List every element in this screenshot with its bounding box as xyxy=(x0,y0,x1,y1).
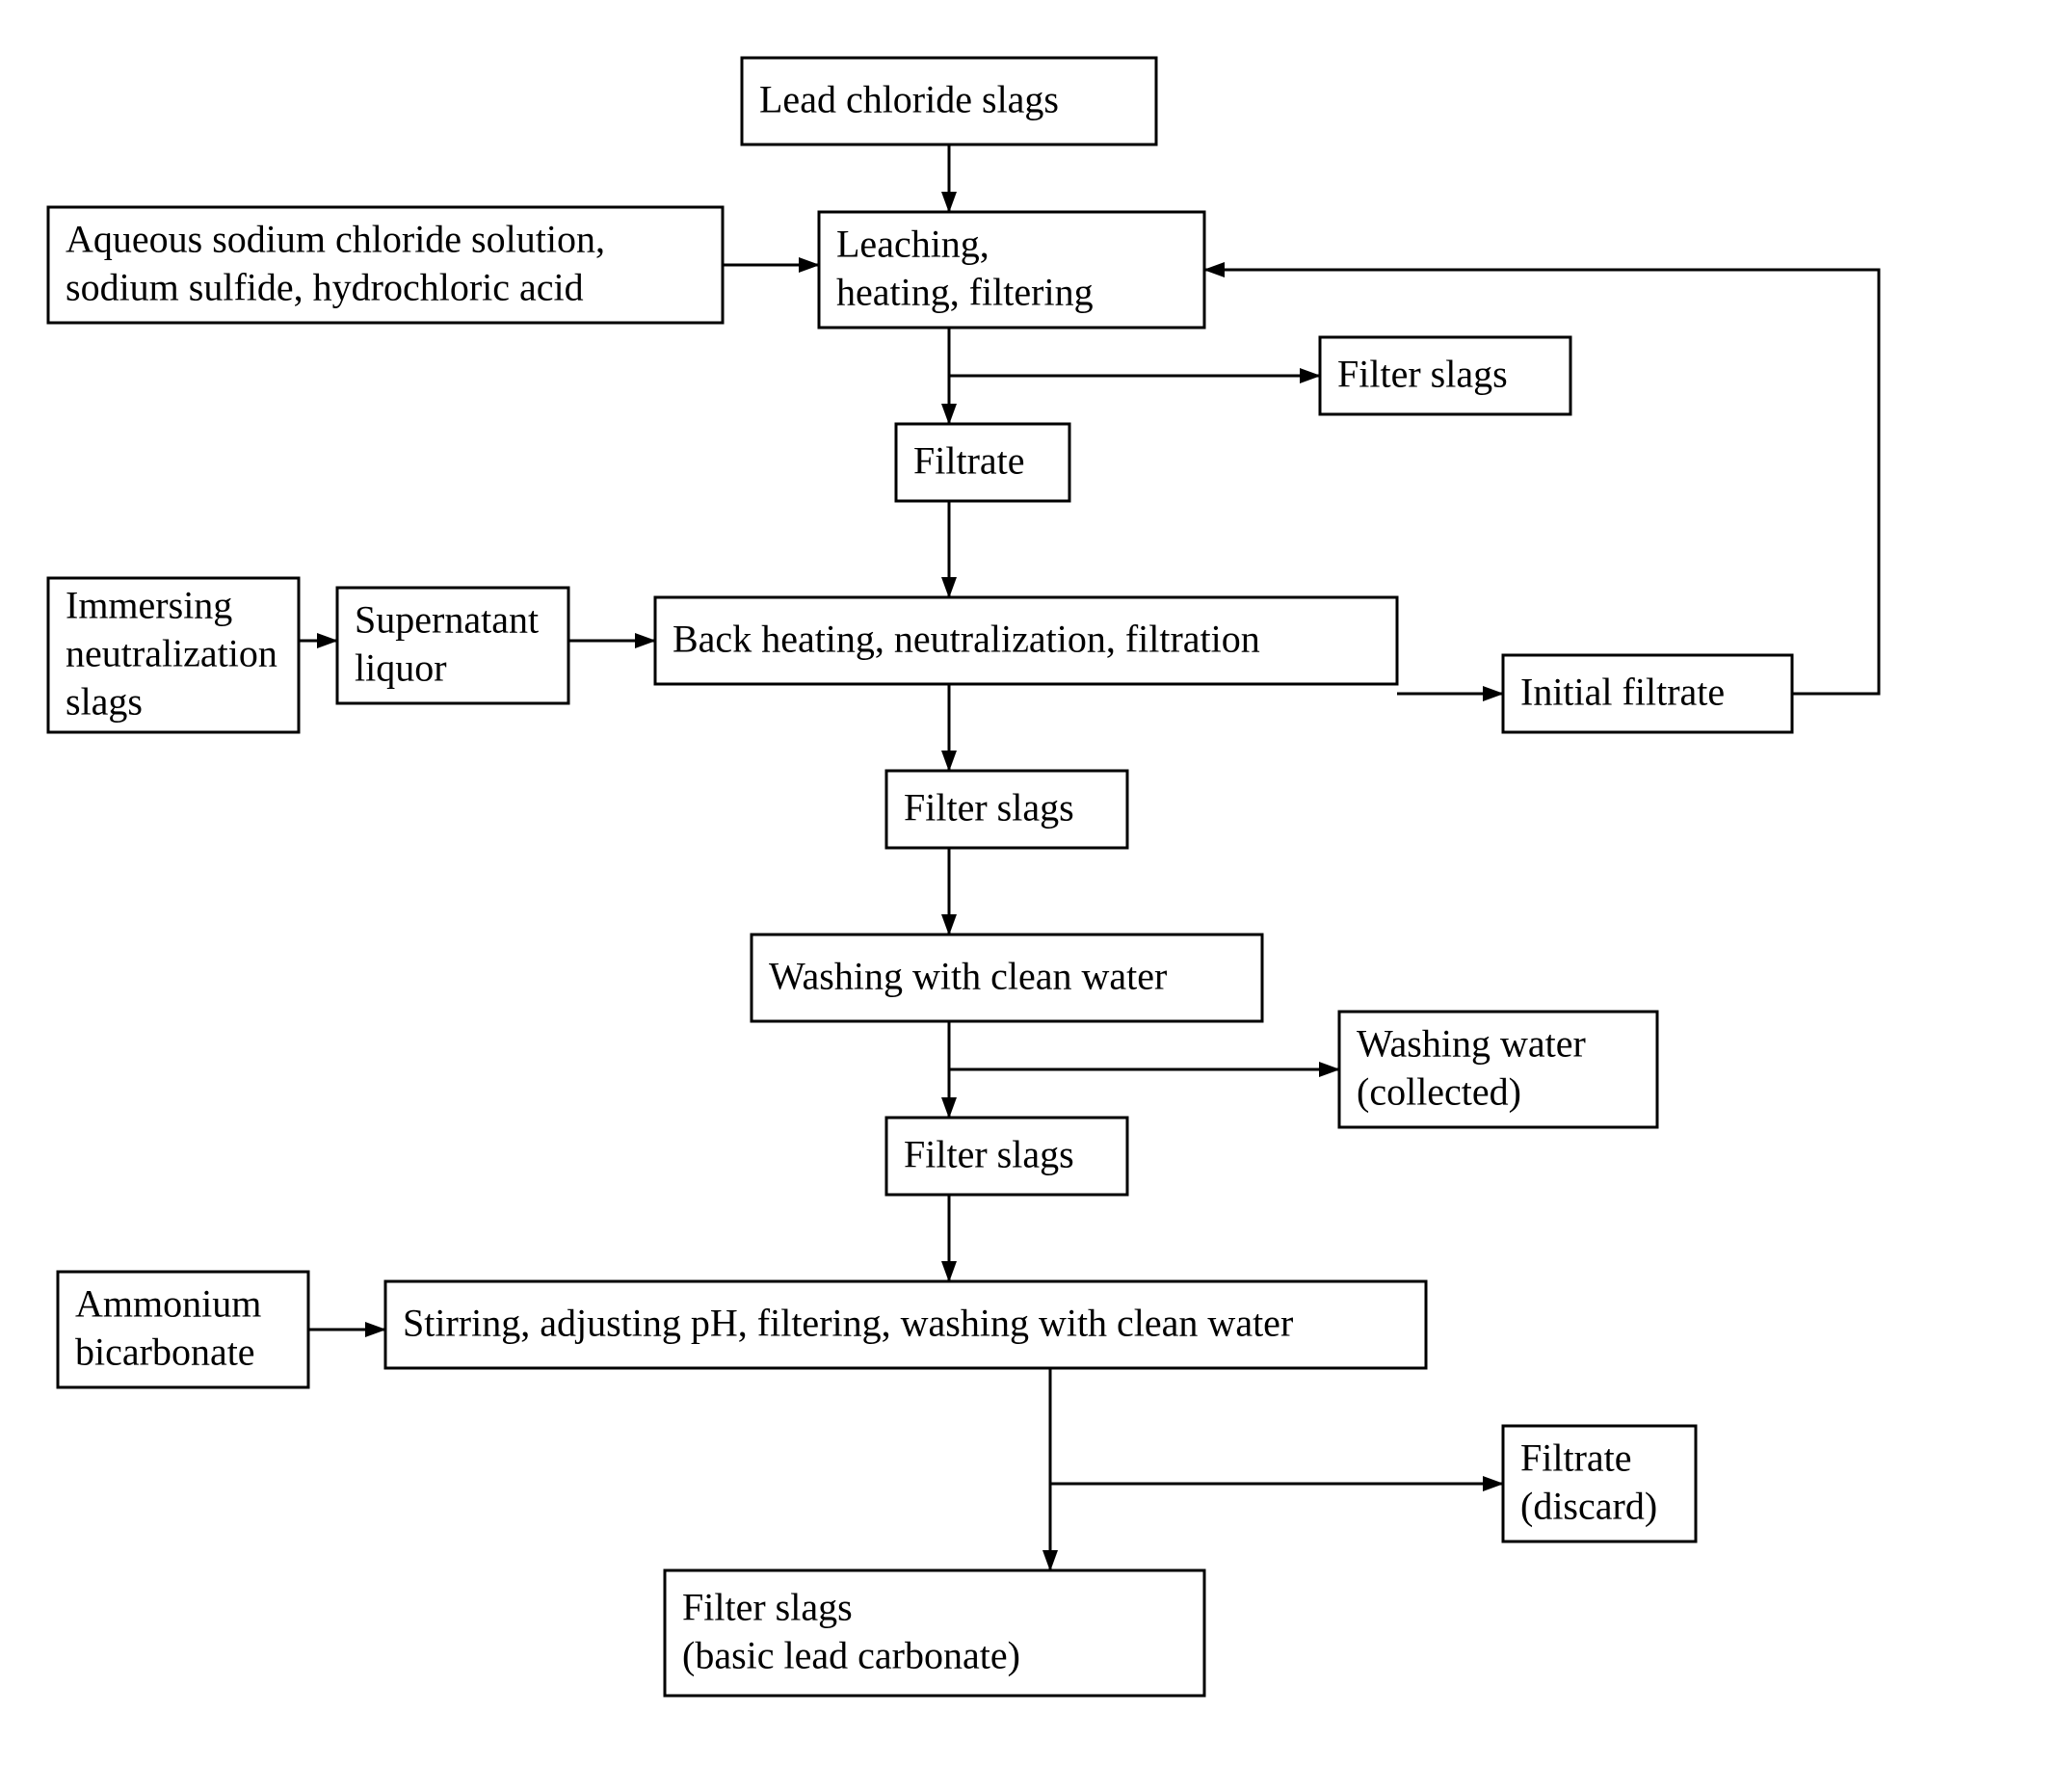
node-label: Supernatant xyxy=(355,598,539,642)
node-label: (collected) xyxy=(1357,1070,1521,1114)
node-label: Back heating, neutralization, filtration xyxy=(673,618,1260,661)
node-label: Immersing xyxy=(66,584,232,627)
node-label: Washing with clean water xyxy=(769,955,1167,998)
node-label: Filter slags xyxy=(682,1586,853,1629)
node-label: liquor xyxy=(355,646,447,690)
node-label: bicarbonate xyxy=(75,1331,255,1374)
node-initial_filtrate: Initial filtrate xyxy=(1503,655,1792,732)
flowchart-diagram: Lead chloride slags Aqueous sodium chlori… xyxy=(0,0,2058,1792)
node-filter_slags_top: Filter slags xyxy=(1320,337,1570,414)
node-label: (basic lead carbonate) xyxy=(682,1634,1020,1677)
node-label: Washing water xyxy=(1357,1022,1586,1066)
node-final: Filter slags (basic lead carbonate) xyxy=(665,1570,1204,1696)
node-label: neutralization xyxy=(66,632,277,675)
node-label: Stirring, adjusting pH, filtering, washi… xyxy=(403,1302,1293,1345)
node-aqueous: Aqueous sodium chloride solution, sodium … xyxy=(48,207,723,323)
node-label: Lead chloride slags xyxy=(759,78,1059,121)
node-back_heating: Back heating, neutralization, filtration xyxy=(655,597,1397,684)
node-supernatant: Supernatantliquor xyxy=(337,588,568,703)
node-washing_water: Washing water(collected) xyxy=(1339,1012,1657,1127)
node-lead_chloride: Lead chloride slags xyxy=(742,58,1156,145)
node-filtrate_mid: Filtrate xyxy=(896,424,1069,501)
node-label: Filter slags xyxy=(1337,353,1508,396)
node-label: Leaching, xyxy=(836,223,989,266)
node-label: Filtrate xyxy=(913,439,1025,483)
node-label: Initial filtrate xyxy=(1520,671,1725,714)
node-label: slags xyxy=(66,680,143,724)
nodes-layer: Lead chloride slags Aqueous sodium chlori… xyxy=(48,58,1792,1696)
node-filter_slags_2: Filter slags xyxy=(886,771,1127,848)
node-label: Filter slags xyxy=(904,786,1074,830)
node-label: Ammonium xyxy=(75,1282,261,1326)
node-ammonium: Ammonium bicarbonate xyxy=(58,1272,308,1387)
node-label: heating, filtering xyxy=(836,271,1094,314)
node-filtrate_discard: Filtrate (discard) xyxy=(1503,1426,1696,1542)
node-label: Filter slags xyxy=(904,1133,1074,1176)
node-label: sodium sulfide, hydrochloric acid xyxy=(66,266,584,309)
node-filter_slags_3: Filter slags xyxy=(886,1118,1127,1195)
node-stirring: Stirring, adjusting pH, filtering, washi… xyxy=(385,1281,1426,1368)
node-immersing: Immersing neutralization slags xyxy=(48,578,299,732)
node-washing: Washing with clean water xyxy=(752,935,1262,1021)
node-label: Filtrate xyxy=(1520,1436,1632,1480)
node-label: (discard) xyxy=(1520,1485,1657,1528)
node-label: Aqueous sodium chloride solution, xyxy=(66,218,605,261)
node-leaching: Leaching, heating, filtering xyxy=(819,212,1204,328)
